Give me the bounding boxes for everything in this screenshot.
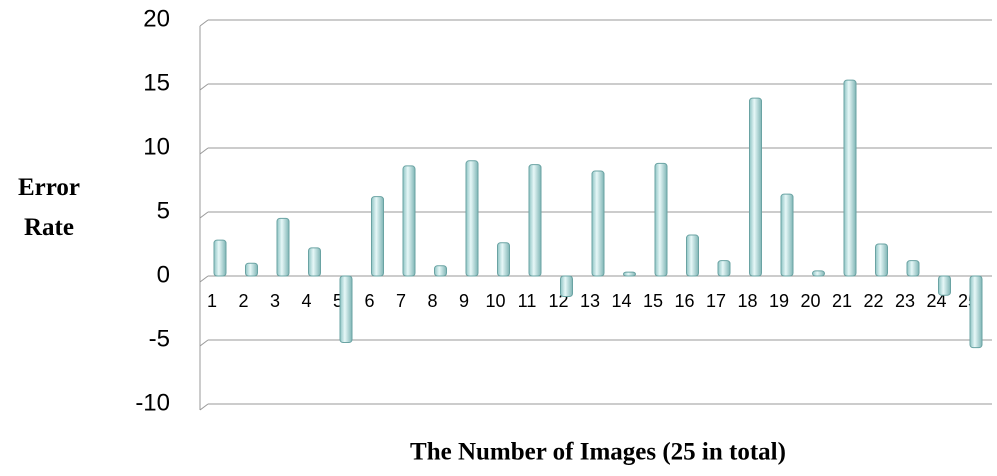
x-tick-label: 9 [459, 291, 469, 311]
x-tick-label: 17 [706, 291, 726, 311]
x-tick-label: 2 [238, 291, 248, 311]
bar [591, 170, 605, 277]
grid-line-slant [199, 275, 209, 283]
y-tick-label: 0 [157, 261, 170, 288]
bar [938, 275, 951, 296]
bar [465, 160, 479, 277]
bar [402, 165, 416, 277]
x-tick-label: 1 [207, 291, 217, 311]
bar [560, 275, 573, 297]
y-axis-label: Error Rate [17, 174, 80, 241]
bar [213, 239, 227, 277]
y-tick-label: -10 [135, 389, 170, 416]
grid-line-slant [199, 147, 209, 155]
bar [339, 275, 353, 344]
x-tick-label: 13 [580, 291, 600, 311]
y-tick-label: 15 [143, 69, 170, 96]
x-tick-label: 10 [485, 291, 505, 311]
x-axis-label: The Number of Images (25 in total) [410, 439, 786, 466]
x-tick-label: 14 [611, 291, 631, 311]
bar [686, 234, 699, 277]
bar [308, 247, 321, 277]
x-tick-label: 15 [643, 291, 663, 311]
x-tick-label: 8 [427, 291, 437, 311]
bar [875, 243, 888, 277]
x-tick-label: 20 [800, 291, 820, 311]
bar [528, 164, 542, 277]
grid-line-slant [199, 403, 209, 411]
bar [843, 79, 857, 277]
y-tick-label: 20 [143, 5, 170, 32]
grid-line-slant [199, 339, 209, 347]
bar [497, 242, 510, 277]
x-tick-label: 11 [518, 291, 537, 311]
x-tick-label: 3 [270, 291, 280, 311]
bar [276, 217, 290, 277]
x-tick-label: 6 [364, 291, 374, 311]
y-tick-label: -5 [149, 325, 170, 352]
x-tick-label: 24 [926, 291, 946, 311]
grid-line-slant [199, 211, 209, 219]
x-tick-label: 19 [769, 291, 789, 311]
bar [780, 193, 794, 277]
bar [749, 97, 762, 277]
x-tick-label: 16 [674, 291, 694, 311]
y-tick-label: 5 [157, 197, 170, 224]
y-tick-label: 10 [143, 133, 170, 160]
bar [623, 271, 636, 277]
bar [906, 260, 920, 277]
bar [245, 262, 258, 277]
x-tick-label: 18 [737, 291, 757, 311]
bar [969, 275, 983, 349]
bar [812, 270, 825, 277]
grid-line-slant [199, 19, 209, 27]
bar [654, 162, 668, 277]
x-tick-label: 21 [832, 291, 852, 311]
x-tick-label: 23 [895, 291, 915, 311]
x-tick-label: 4 [301, 291, 311, 311]
bar [717, 260, 731, 277]
x-tick-label: 7 [396, 291, 406, 311]
bar [371, 196, 384, 277]
bar [434, 265, 447, 277]
grid-line-slant [199, 83, 209, 91]
x-tick-label: 5 [333, 291, 343, 311]
x-tick-label: 22 [863, 291, 883, 311]
